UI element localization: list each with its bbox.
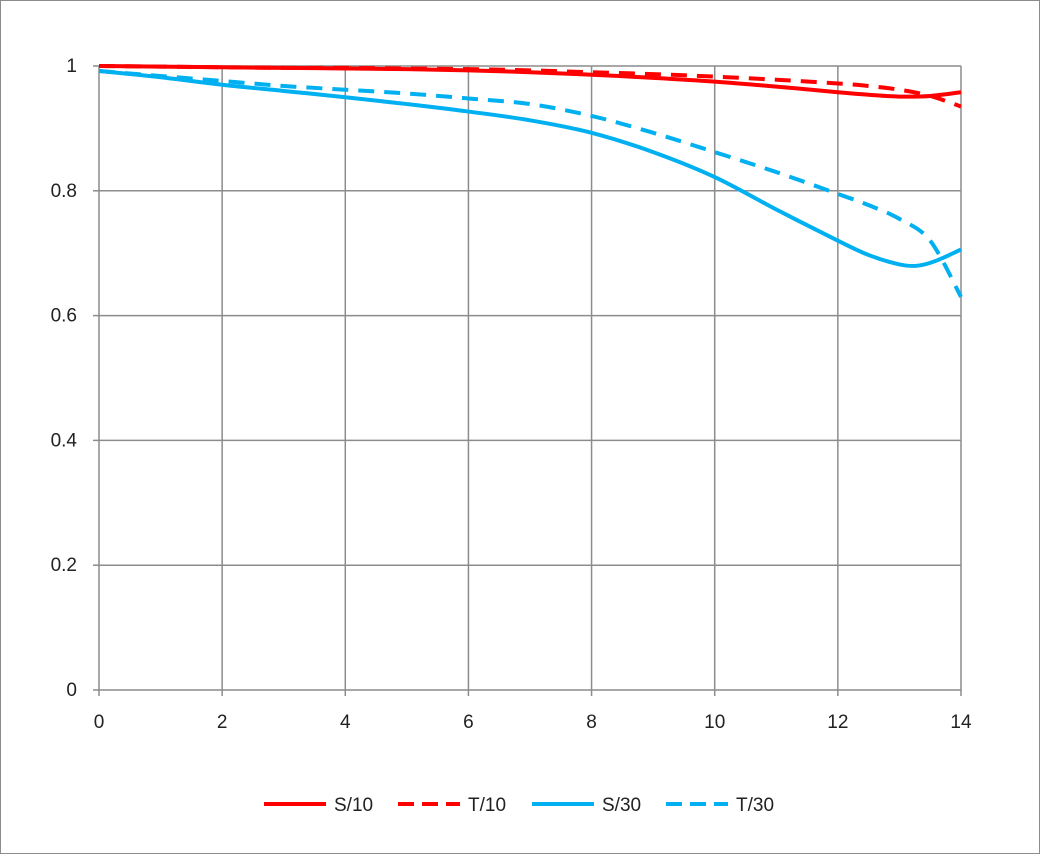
legend-label: S/10 bbox=[334, 795, 373, 816]
series-line-t-10 bbox=[98, 64, 962, 109]
x-tick-label: 10 bbox=[704, 712, 725, 733]
x-tick-label: 8 bbox=[586, 712, 597, 733]
x-tick-label: 12 bbox=[827, 712, 848, 733]
data-series bbox=[98, 64, 963, 298]
legend-entry: S/30 bbox=[532, 795, 641, 816]
legend-label: T/30 bbox=[736, 795, 774, 816]
y-tick-label: 0.6 bbox=[51, 306, 77, 327]
legend-entry: T/30 bbox=[666, 795, 774, 816]
legend-entry: S/10 bbox=[264, 795, 373, 816]
y-tick-label: 0.2 bbox=[51, 555, 77, 576]
grid-lines bbox=[99, 65, 962, 690]
legend-label: T/10 bbox=[468, 795, 506, 816]
series-line-s-30 bbox=[98, 69, 962, 269]
y-tick-label: 0.8 bbox=[51, 181, 77, 202]
tick-labels: 0 2 4 6 8 10 12 14 0 0.2 0.4 0.6 0.8 1 bbox=[51, 56, 972, 733]
series-line-t-30 bbox=[98, 68, 963, 298]
legend-entry: T/10 bbox=[398, 795, 506, 816]
axes bbox=[93, 65, 962, 696]
x-tick-label: 6 bbox=[463, 712, 474, 733]
y-tick-label: 0 bbox=[66, 680, 77, 701]
x-tick-label: 14 bbox=[950, 712, 972, 733]
x-tick-label: 2 bbox=[217, 712, 228, 733]
y-tick-label: 1 bbox=[66, 56, 77, 77]
y-tick-label: 0.4 bbox=[51, 430, 78, 451]
x-tick-label: 0 bbox=[94, 712, 105, 733]
x-tick-label: 4 bbox=[340, 712, 351, 733]
legend: S/10 T/10 S/30 T/30 bbox=[264, 795, 774, 816]
legend-label: S/30 bbox=[602, 795, 641, 816]
